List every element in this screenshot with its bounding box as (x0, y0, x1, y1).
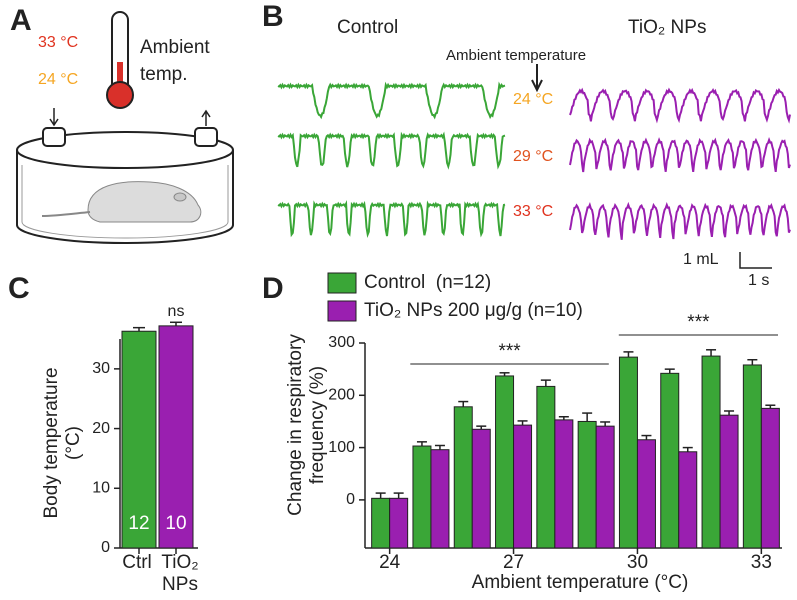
legend-label: Control (n=12) (364, 272, 491, 293)
cool-label: 24 °C (38, 71, 78, 88)
x-tick-label: 33 (751, 552, 772, 573)
row-label: 29 °C (513, 148, 553, 165)
bar (412, 445, 432, 549)
bar (389, 497, 409, 549)
bar (471, 428, 491, 549)
trace (277, 199, 506, 238)
column-title: Control (337, 17, 398, 38)
y-tick-label: 100 (328, 439, 355, 456)
bar (660, 372, 680, 549)
row-label: 33 °C (513, 203, 553, 220)
bar (554, 419, 574, 549)
row-label: 24 °C (513, 91, 553, 108)
bar (536, 385, 556, 549)
bar (513, 424, 533, 549)
bar (371, 497, 391, 549)
bar (618, 356, 638, 549)
y-tick-label: 20 (92, 420, 110, 437)
x-tick-label: Ctrl (122, 552, 152, 573)
trace (569, 87, 791, 124)
ambient-label: Ambient (140, 37, 210, 58)
x-tick-label: TiO₂ NPs (161, 552, 198, 595)
panel-letter: D (262, 272, 284, 305)
bar (742, 364, 762, 549)
traces (277, 81, 791, 240)
x-axis-label: Ambient temperature (°C) (472, 572, 689, 593)
bar (495, 375, 515, 549)
y-tick-label: 0 (101, 539, 110, 556)
y-tick-label: 300 (328, 334, 355, 351)
marker-label: Ambient temperature (446, 47, 586, 64)
bar (158, 325, 194, 549)
panel-letter: B (262, 0, 284, 33)
bar (595, 425, 615, 549)
panel-a-illustration (16, 11, 234, 244)
bar-label: 10 (165, 513, 186, 534)
y-axis-label: frequency (%) (307, 366, 328, 484)
scale-bar (739, 252, 772, 269)
bar (760, 407, 780, 549)
panel-letter: C (8, 272, 30, 305)
y-tick-label: 10 (92, 480, 110, 497)
bar (719, 414, 739, 549)
trace (569, 137, 791, 173)
bar (636, 439, 656, 549)
panel-letter: A (10, 4, 32, 37)
trace (277, 81, 506, 120)
bar (678, 451, 698, 549)
bar-label: 12 (128, 513, 149, 534)
annotation: *** (687, 312, 710, 333)
scale-label: 1 s (748, 272, 769, 289)
scale-label: 1 mL (683, 251, 719, 268)
bar (121, 330, 157, 549)
column-title: TiO₂ NPs (628, 17, 706, 38)
annotation: ns (168, 303, 185, 320)
trace (569, 201, 791, 240)
hot-label: 33 °C (38, 34, 78, 51)
legend-swatch (327, 272, 357, 294)
x-tick-label: 27 (503, 552, 524, 573)
y-axis-label: Change in respiratory (285, 334, 306, 516)
bar (701, 355, 721, 549)
annotation: *** (498, 341, 521, 362)
legend-swatch (327, 300, 357, 322)
marker-arrow (531, 64, 543, 93)
x-tick-label: 24 (379, 552, 401, 573)
bar (430, 449, 450, 549)
bar (453, 406, 473, 549)
y-tick-label: 200 (328, 387, 355, 404)
bar (577, 420, 597, 549)
y-axis-label: Body temperature (41, 367, 62, 518)
y-tick-label: 0 (346, 491, 355, 508)
legend-label: TiO₂ NPs 200 μg/g (n=10) (364, 300, 583, 321)
y-axis-label: (°C) (63, 426, 84, 460)
y-tick-label: 30 (92, 360, 110, 377)
trace (277, 131, 506, 170)
ambient-label: temp. (140, 64, 188, 85)
x-tick-label: 30 (627, 552, 648, 573)
